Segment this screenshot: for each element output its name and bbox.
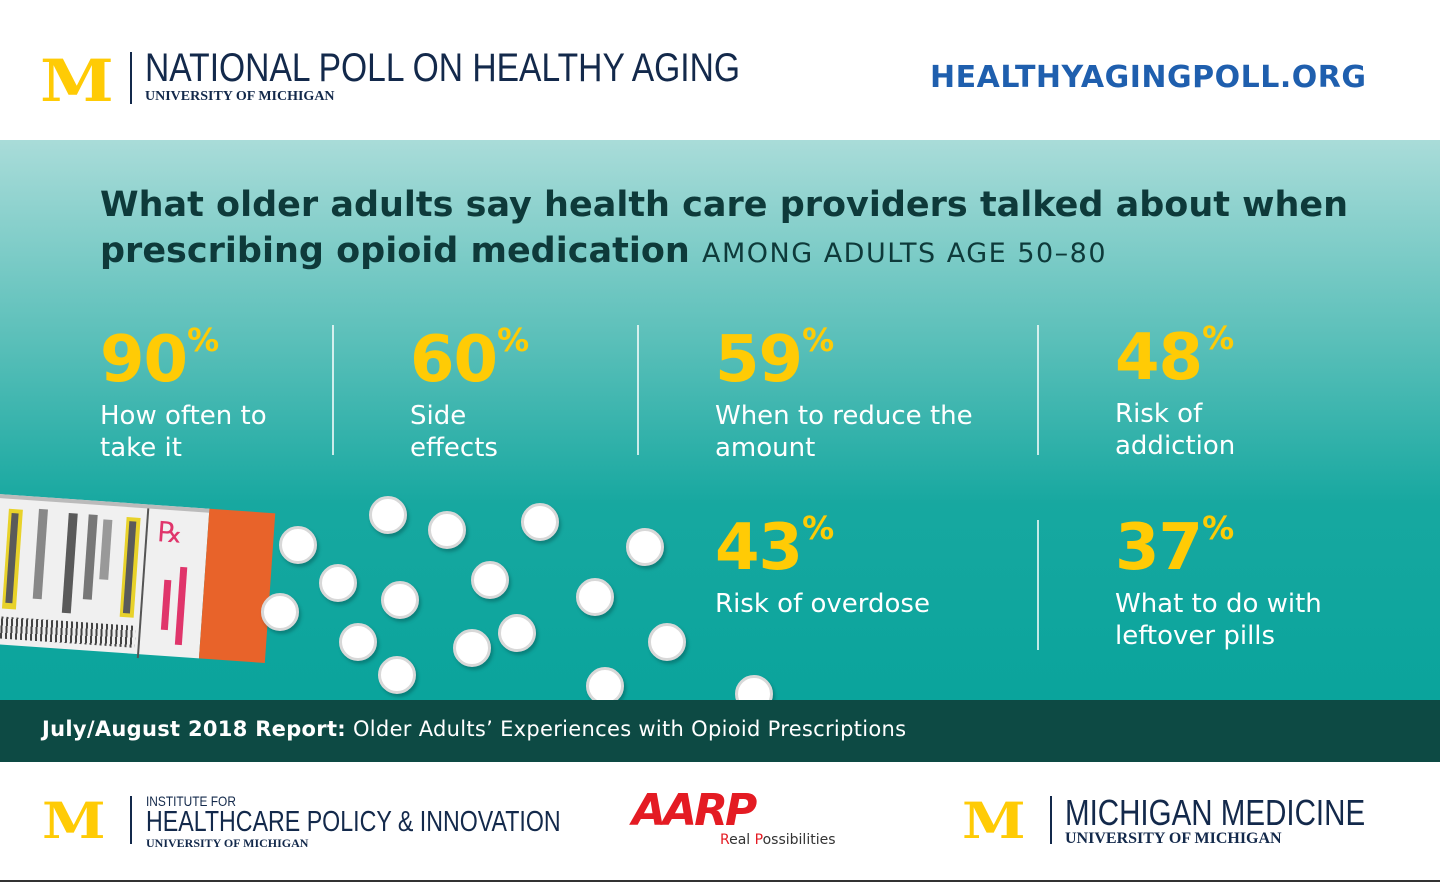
pill-icon: [648, 623, 686, 661]
pill-icon: [498, 614, 536, 652]
stat-unit: %: [187, 321, 219, 359]
stat-reduce-amount: 59% When to reduce the amount: [715, 324, 975, 464]
divider: [1037, 520, 1039, 650]
stat-value: 48: [1115, 321, 1203, 395]
ihpi-line1: INSTITUTE FOR: [146, 793, 236, 809]
stat-value: 60: [410, 323, 498, 397]
pill-bottle-illustration: ℞: [0, 492, 276, 663]
stat-label: How often to take it: [100, 401, 267, 463]
stat-label: Side effects: [410, 401, 498, 463]
pill-icon: [261, 593, 299, 631]
pill-icon: [626, 528, 664, 566]
stat-value: 37: [1115, 511, 1203, 585]
stat-label: Risk of addiction: [1115, 399, 1236, 461]
website-link[interactable]: HEALTHYAGINGPOLL.ORG: [930, 60, 1367, 95]
pill-icon: [453, 629, 491, 667]
header: M NATIONAL POLL ON HEALTHY AGING UNIVERS…: [0, 0, 1440, 140]
stat-unit: %: [1202, 319, 1234, 357]
stat-addiction: 48% Risk of addiction: [1115, 322, 1265, 462]
michigan-m-logo: M: [962, 791, 1026, 850]
university-name: UNIVERSITY OF MICHIGAN: [145, 89, 335, 104]
divider: [637, 325, 639, 455]
stat-side-effects: 60% Side effects: [410, 324, 530, 464]
michmed-line1: MICHIGAN MEDICINE: [1065, 792, 1366, 833]
stat-unit: %: [497, 321, 529, 359]
pill-icon: [471, 561, 509, 599]
pill-icon: [319, 564, 357, 602]
stat-leftover-pills: 37% What to do with leftover pills: [1115, 512, 1375, 652]
page-title: What older adults say health care provid…: [100, 182, 1360, 277]
michigan-m-logo: M: [40, 47, 114, 115]
stat-value: 43: [715, 511, 803, 585]
pill-icon: [381, 581, 419, 619]
bottle-cap: [198, 508, 276, 663]
pill-icon: [369, 496, 407, 534]
stat-value: 59: [715, 323, 803, 397]
pill-icon: [279, 526, 317, 564]
divider: [1037, 325, 1039, 455]
divider: [1050, 796, 1052, 844]
report-title[interactable]: Older Adults’ Experiences with Opioid Pr…: [352, 717, 907, 741]
stat-overdose: 43% Risk of overdose: [715, 512, 995, 620]
ihpi-line3: UNIVERSITY OF MICHIGAN: [146, 836, 309, 850]
divider: [130, 796, 132, 844]
stat-unit: %: [802, 321, 834, 359]
divider: [130, 52, 132, 104]
michmed-line2: UNIVERSITY OF MICHIGAN: [1065, 830, 1282, 847]
michigan-m-logo: M: [42, 791, 106, 850]
aarp-tagline: Real Possibilities: [720, 832, 836, 848]
poll-title: NATIONAL POLL ON HEALTHY AGING: [145, 46, 741, 90]
stat-label: What to do with leftover pills: [1115, 589, 1322, 651]
rx-icon: ℞: [156, 515, 184, 550]
subtitle: AMONG ADULTS AGE 50–80: [701, 238, 1108, 269]
pill-icon: [428, 511, 466, 549]
stat-unit: %: [1202, 509, 1234, 547]
pill-icon: [378, 656, 416, 694]
divider: [332, 325, 334, 455]
pill-icon: [576, 578, 614, 616]
stat-label: Risk of overdose: [715, 589, 930, 619]
stat-unit: %: [802, 509, 834, 547]
footer: M INSTITUTE FOR HEALTHCARE POLICY & INNO…: [0, 762, 1440, 882]
bottle-label: ℞: [0, 492, 210, 659]
pill-icon: [339, 623, 377, 661]
stat-label: When to reduce the amount: [715, 401, 973, 463]
ihpi-line2: HEALTHCARE POLICY & INNOVATION: [146, 806, 561, 838]
stat-how-often: 90% How often to take it: [100, 324, 280, 464]
barcode: [0, 614, 137, 648]
report-label: July/August 2018 Report:: [42, 717, 346, 741]
title-text: What older adults say health care provid…: [100, 185, 1349, 271]
stat-value: 90: [100, 323, 188, 397]
aarp-logo: AARP: [632, 785, 757, 836]
report-banner: July/August 2018 Report: Older Adults’ E…: [0, 700, 1440, 762]
pill-icon: [521, 503, 559, 541]
